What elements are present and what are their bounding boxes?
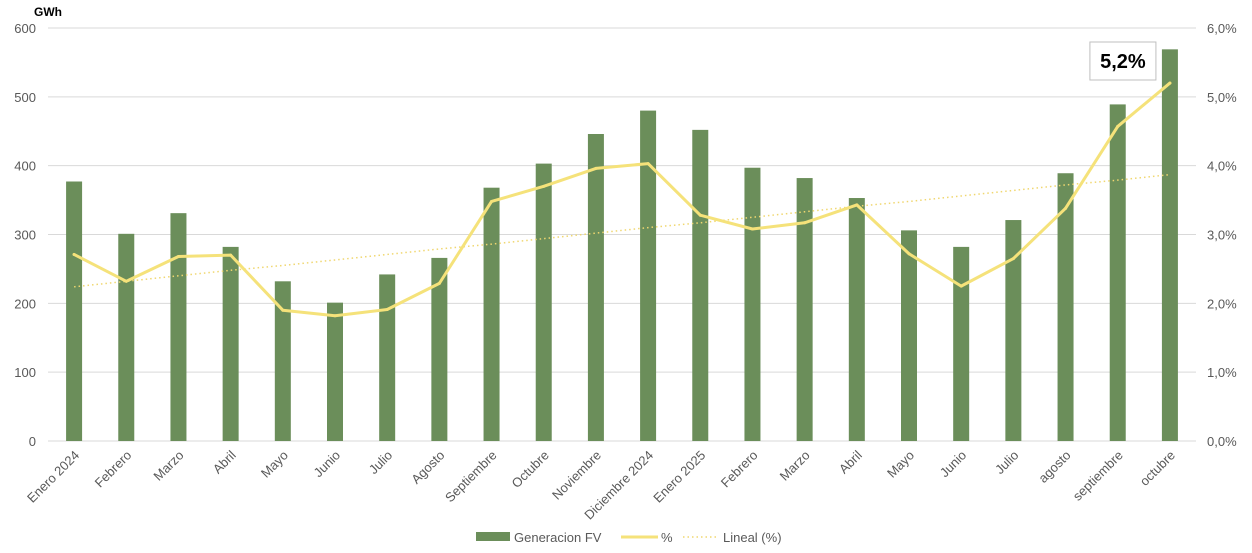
x-axis: Enero 2024 Febrero Marzo Abril Mayo Junio Juli… [24,447,1178,522]
x-tick-label: agosto [1035,448,1073,486]
bar [587,134,604,441]
y-right-tick-label: 4,0% [1207,159,1237,174]
percent-point [72,252,76,256]
legend-swatch-bar [476,532,510,541]
percent-point [1011,257,1015,261]
bar [953,246,970,441]
bar [379,274,396,441]
y-right-tick-label: 2,0% [1207,296,1237,311]
line-series [72,81,1172,318]
bar [796,178,813,441]
percent-point [907,252,911,256]
y-right-tick-label: 0,0% [1207,434,1237,449]
bar [1005,220,1022,441]
x-tick-label: Febrero [718,448,761,491]
x-tick-label: Agosto [408,448,447,487]
x-tick-label: Noviembre [549,448,604,503]
x-tick-label: Julio [992,448,1022,478]
x-tick-label: Mayo [884,448,917,481]
bar [118,233,135,441]
percent-point [646,162,650,166]
percent-series-line [72,81,1172,318]
y-left-tick-label: 300 [14,228,36,243]
bar [274,281,291,441]
x-tick-label: Julio [366,448,396,478]
percent-point [281,308,285,312]
bar [1161,49,1178,442]
x-tick-label: Enero 2024 [24,448,82,506]
percent-point [229,253,233,257]
legend: Generacion FV% Lineal (%) [476,530,782,545]
y-axis-left: 0 100 200 300 400 500 600 [14,21,36,449]
bar [66,181,83,441]
bar [222,246,239,441]
bar [848,198,865,441]
x-tick-label: Junio [937,448,970,481]
x-tick-label: Febrero [92,448,135,491]
y-axis-unit-label: GWh [34,5,62,19]
annotation-text: 5,2% [1100,51,1146,73]
x-tick-label: Marzo [150,448,186,484]
percent-point [698,213,702,217]
y-left-tick-label: 200 [14,296,36,311]
bar [327,302,343,441]
y-right-tick-label: 3,0% [1207,228,1237,243]
x-tick-label: Octubre [509,448,552,491]
x-tick-label: septiembre [1070,448,1126,504]
x-tick-label: Abril [210,447,239,476]
bar-series [66,49,1178,442]
bar [1057,173,1074,441]
percent-point [594,166,598,170]
percent-point [542,184,546,188]
y-right-tick-label: 6,0% [1207,21,1237,36]
x-tick-label: Abril [836,447,865,476]
bar [1109,104,1126,441]
percent-point [855,203,859,207]
percent-point [437,281,441,285]
percent-point [490,199,494,203]
x-tick-label: Enero 2025 [650,448,708,506]
legend-label: Lineal (%) [723,530,782,545]
bar [692,129,709,441]
percent-point [124,279,128,283]
y-left-tick-label: 600 [14,21,36,36]
x-tick-label: Marzo [777,448,813,484]
y-left-tick-label: 500 [14,90,36,105]
x-tick-label: Junio [311,448,344,481]
bar [744,167,761,441]
legend-label: % [661,530,673,545]
gridlines [48,27,1196,442]
y-axis-right: 0,0% 1,0% 2,0% 3,0% 4,0% 5,0% 6,0% [1207,21,1237,449]
percent-point [750,227,754,231]
y-left-tick-label: 100 [14,365,36,380]
percent-point [959,284,963,288]
x-tick-label: octubre [1137,448,1178,489]
percent-point [333,314,337,318]
percent-point [385,308,389,312]
percent-point [1064,206,1068,210]
bar [483,187,500,441]
y-right-tick-label: 5,0% [1207,90,1237,105]
annotation-box [1089,41,1157,81]
y-left-tick-label: 0 [29,434,36,449]
percent-point [176,255,180,259]
bar [170,213,187,441]
bar [901,230,917,441]
percent-point [1116,124,1120,128]
x-tick-label: Septiembre [442,448,500,506]
bar [535,163,552,441]
y-left-tick-label: 400 [14,159,36,174]
bar [640,110,657,441]
annotation-callout: 5,2% [1089,41,1157,81]
percent-point [1168,81,1172,85]
legend-label: Generacion FV [514,530,602,545]
x-tick-label: Mayo [258,448,291,481]
percent-point [803,221,807,225]
y-right-tick-label: 1,0% [1207,365,1237,380]
bar [431,257,448,441]
